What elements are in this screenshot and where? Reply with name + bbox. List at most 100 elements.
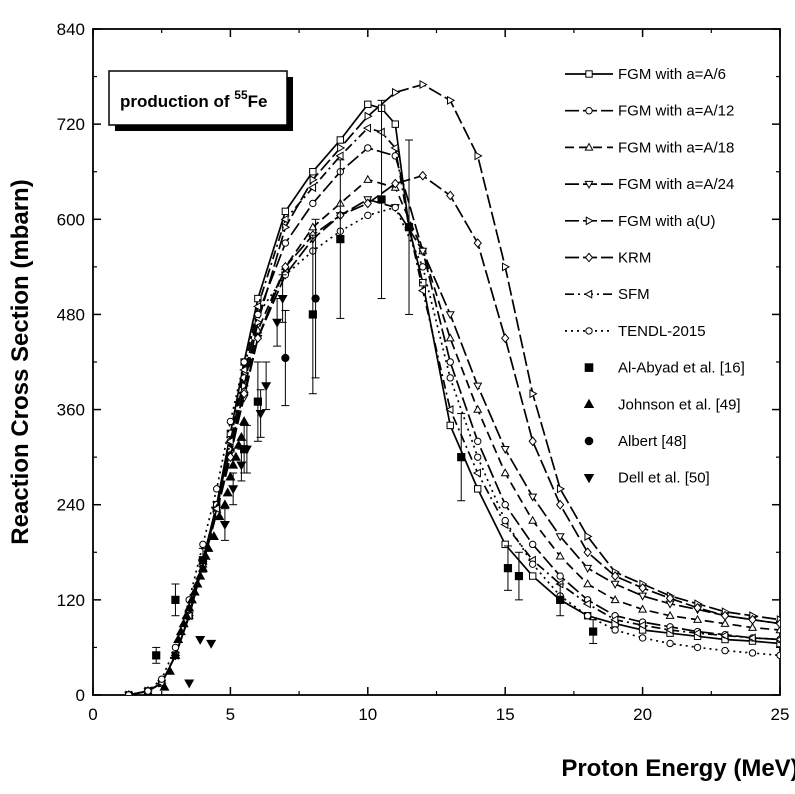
- legend-item-fgm-with-a-u: FGM with a(U): [565, 213, 716, 230]
- inset-label-prefix: production of: [120, 92, 234, 111]
- data-point: [362, 123, 372, 133]
- data-point: [665, 593, 675, 604]
- data-point: [583, 612, 592, 620]
- data-point: [638, 634, 647, 642]
- data-point: [446, 374, 454, 382]
- data-point: [308, 222, 318, 231]
- data-point: [391, 178, 400, 189]
- legend-marker: [585, 327, 593, 335]
- series-line: [128, 146, 780, 695]
- x-tick-label: 15: [496, 705, 515, 724]
- data-point: [693, 614, 703, 623]
- data-point: [418, 170, 427, 181]
- data-point: [747, 622, 758, 631]
- data-point: [417, 286, 426, 296]
- data-point: [748, 649, 757, 657]
- y-tick-label: 360: [57, 401, 85, 420]
- legend-marker: [584, 289, 593, 299]
- legend-label: FGM with a=A/12: [618, 103, 734, 120]
- exp-point: [164, 665, 175, 675]
- inset-frame: [108, 70, 288, 126]
- exp-point: [236, 431, 247, 441]
- data-point: [225, 436, 234, 446]
- data-point: [364, 144, 372, 152]
- data-point: [281, 239, 290, 247]
- legend-label: SFM: [618, 286, 650, 303]
- data-point: [472, 468, 481, 478]
- data-point: [775, 618, 780, 629]
- legend-marker: [584, 142, 594, 151]
- legend-label: FGM with a=A/18: [618, 139, 734, 156]
- data-point: [501, 516, 509, 525]
- data-point: [692, 628, 701, 638]
- data-point: [555, 551, 565, 560]
- series-tendl-2015: [125, 203, 780, 695]
- data-point: [555, 533, 565, 542]
- x-tick-label: 20: [633, 705, 652, 724]
- legend-marker: [585, 70, 593, 78]
- data-point: [638, 604, 648, 613]
- legend: FGM with a=A/6 FGM with a=A/12 FGM with a=…: [565, 66, 745, 487]
- exp-point: [189, 586, 200, 596]
- exp-point: [152, 651, 161, 660]
- data-point: [528, 540, 537, 549]
- exp-point: [214, 511, 225, 521]
- data-point: [610, 571, 620, 582]
- exp-dell-et-al-50: [184, 274, 288, 689]
- data-point: [364, 100, 372, 109]
- legend-label: KRM: [618, 250, 651, 267]
- data-point: [419, 279, 427, 287]
- exp-point: [228, 485, 239, 495]
- exp-point: [222, 487, 233, 497]
- data-point: [610, 615, 619, 625]
- data-point: [637, 620, 646, 630]
- data-point: [610, 594, 620, 604]
- data-point: [473, 238, 482, 249]
- exp-johnson-et-al-49: [159, 416, 250, 691]
- data-point: [309, 168, 317, 176]
- exp-point: [195, 635, 206, 645]
- data-point: [446, 421, 454, 430]
- legend-item-sfm: SFM: [565, 286, 650, 303]
- data-point: [445, 311, 455, 320]
- legend-label: Johnson et al. [49]: [618, 396, 741, 413]
- legend-marker: [584, 180, 594, 189]
- x-tick-label: 0: [88, 705, 97, 724]
- y-tick-label: 600: [57, 210, 85, 229]
- data-point: [665, 625, 674, 635]
- data-point: [501, 333, 510, 344]
- legend-item-johnson-et-al-49: Johnson et al. [49]: [583, 396, 741, 413]
- data-point: [280, 214, 289, 224]
- data-point: [363, 198, 372, 209]
- exp-point: [173, 634, 184, 644]
- exp-point: [230, 451, 241, 461]
- data-point: [501, 262, 511, 272]
- data-point: [556, 572, 564, 580]
- legend-item-tendl-2015: TENDL-2015: [565, 323, 706, 340]
- data-point: [528, 515, 538, 524]
- exp-point: [195, 570, 206, 580]
- legend-label: FGM with a=A/24: [618, 176, 734, 193]
- axes: 0 5 10 15 20 25 0 120 240 360 480 600 720 840: [57, 20, 790, 724]
- exp-point: [241, 445, 252, 455]
- inset-label: production of 55Fe: [120, 88, 267, 111]
- legend-item-dell-et-al-50: Dell et al. [50]: [583, 470, 710, 487]
- data-point: [447, 95, 456, 105]
- data-point: [335, 151, 344, 161]
- x-axis-title: Proton Energy (MeV): [561, 755, 795, 782]
- exp-point: [233, 439, 244, 449]
- data-point: [638, 583, 647, 593]
- data-point: [391, 120, 399, 128]
- data-point: [253, 333, 263, 344]
- data-point: [583, 547, 592, 558]
- exp-point: [457, 453, 466, 462]
- data-point: [254, 294, 262, 303]
- exp-point: [184, 679, 195, 689]
- series-layer: [123, 79, 780, 695]
- data-point: [239, 365, 248, 375]
- data-point: [211, 504, 220, 514]
- exp-point: [181, 610, 192, 620]
- data-point: [392, 87, 401, 97]
- exp-point: [556, 595, 565, 604]
- data-point: [693, 643, 702, 652]
